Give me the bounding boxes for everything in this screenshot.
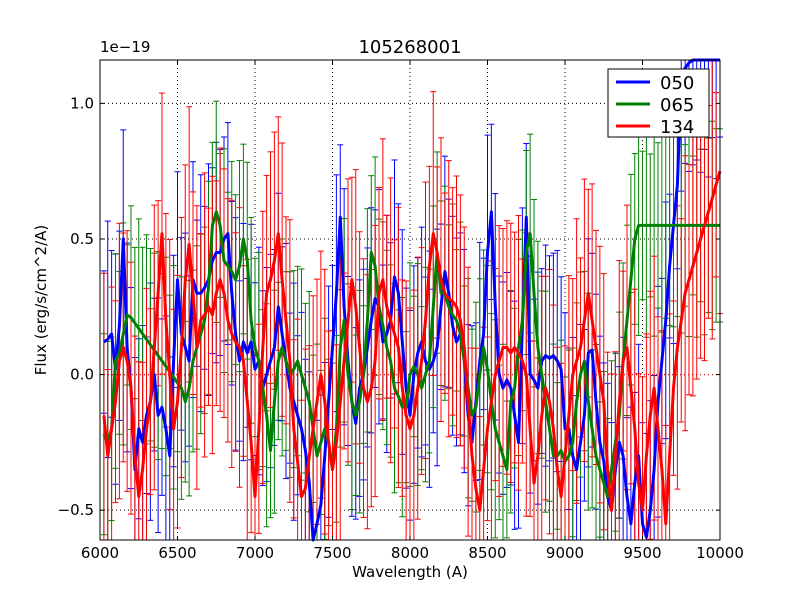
legend-label-065: 065	[660, 95, 694, 116]
series-line-050	[103, 58, 720, 542]
y-tick-label: 0.0	[70, 366, 94, 384]
chart-title: 105268001	[358, 37, 461, 58]
x-tick-label: 9000	[546, 544, 584, 562]
y-tick-label: −0.5	[58, 501, 94, 519]
x-tick-label: 6000	[81, 544, 119, 562]
x-tick-label: 10000	[696, 544, 744, 562]
series-line-134	[102, 170, 722, 526]
x-tick-label: 7000	[236, 544, 274, 562]
x-tick-label: 6500	[158, 544, 196, 562]
x-tick-label: 7500	[313, 544, 351, 562]
axis-ticks: 6000 6500 7000 7500 8000 8500 9000 9500 10000 −0.…	[58, 60, 744, 562]
y-tick-label: 1.0	[70, 94, 94, 112]
data-series	[102, 58, 722, 542]
legend-label-134: 134	[660, 117, 694, 138]
x-tick-label: 8500	[468, 544, 506, 562]
legend-label-050: 050	[660, 73, 694, 94]
x-tick-label: 9500	[623, 544, 661, 562]
x-axis-label: Wavelength (A)	[352, 563, 468, 581]
y-axis-label: Flux (erg/s/cm^2/A)	[32, 225, 50, 376]
y-tick-label: 0.5	[70, 230, 94, 248]
y-axis-offset-label: 1e−19	[100, 38, 150, 56]
x-tick-label: 8000	[391, 544, 429, 562]
